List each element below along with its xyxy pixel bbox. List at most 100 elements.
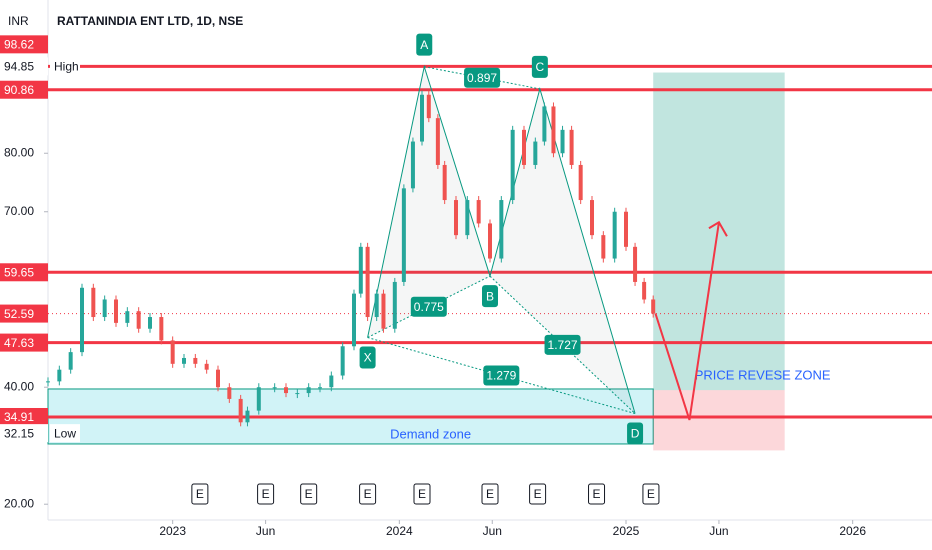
- price-badge: [0, 263, 48, 282]
- price-tag-bg: [50, 57, 80, 76]
- y-tick-label: 70.00: [4, 204, 34, 218]
- candle: [102, 299, 107, 318]
- candle: [340, 346, 345, 376]
- candle: [542, 106, 547, 142]
- candle: [651, 299, 656, 314]
- price-label: 90.86: [4, 83, 34, 97]
- event-marker: [191, 483, 209, 505]
- x-tick-label: Jun: [256, 524, 275, 538]
- currency: INR: [8, 14, 29, 28]
- candle: [569, 129, 574, 165]
- event-marker: [529, 483, 547, 505]
- price-tag-bg: [50, 424, 80, 443]
- price-tag: Low: [54, 426, 76, 440]
- candle: [68, 352, 73, 370]
- point-badge: [482, 285, 498, 308]
- ratio-label: 1.279: [486, 369, 516, 383]
- candle: [80, 287, 84, 353]
- candle: [642, 281, 647, 300]
- price-label: 59.65: [4, 265, 34, 279]
- event-marker: [588, 483, 606, 505]
- event-marker: [359, 483, 377, 505]
- candle: [318, 387, 322, 389]
- candle: [284, 387, 288, 394]
- candle: [256, 387, 261, 411]
- price-badge: [0, 407, 48, 426]
- event-marker: [413, 483, 431, 505]
- candle: [306, 387, 311, 394]
- x-tick-label: 2024: [386, 524, 413, 538]
- candle: [381, 293, 386, 329]
- candle: [560, 129, 565, 154]
- candle: [392, 281, 397, 329]
- candle: [633, 246, 638, 282]
- event-marker: [642, 483, 660, 505]
- candle: [590, 200, 594, 236]
- point-badge: [359, 346, 376, 369]
- candle: [159, 317, 164, 341]
- price-badge: [0, 57, 48, 76]
- ratio-label: 0.775: [414, 300, 444, 314]
- point-label: C: [536, 60, 545, 74]
- candle: [454, 200, 458, 236]
- target-zone: [653, 72, 785, 391]
- y-tick-label: 80.00: [4, 145, 34, 159]
- ratio-label: 1.727: [548, 338, 578, 352]
- event-label: E: [305, 487, 313, 501]
- candle: [238, 398, 243, 423]
- candle: [410, 141, 415, 189]
- ratio-badge: [544, 334, 581, 355]
- candle: [476, 200, 481, 224]
- candle: [551, 106, 556, 154]
- ratio-badge: [483, 365, 520, 386]
- arrow: [654, 222, 720, 421]
- candle: [91, 287, 96, 318]
- candle: [624, 211, 628, 247]
- candle: [57, 369, 62, 382]
- pattern-fill: [367, 66, 490, 338]
- candle: [499, 200, 504, 259]
- event-label: E: [534, 487, 542, 501]
- point-label: A: [420, 38, 428, 52]
- x-tick-label: 2023: [159, 524, 186, 538]
- ratio-line: [489, 275, 636, 414]
- event-label: E: [262, 487, 270, 501]
- point-label: B: [486, 289, 494, 303]
- price-badge: [0, 80, 48, 99]
- candle: [329, 375, 334, 388]
- candle: [272, 387, 277, 389]
- x-tick-label: 2025: [613, 524, 640, 538]
- pattern-fill: [490, 88, 636, 414]
- candle: [601, 235, 606, 259]
- ratio-badge: [410, 296, 447, 317]
- candle: [148, 317, 152, 329]
- point-badge: [416, 33, 433, 56]
- event-marker: [300, 483, 318, 505]
- ratio-badge: [464, 67, 501, 88]
- demand-zone-label: Demand zone: [390, 426, 471, 441]
- event-label: E: [593, 487, 601, 501]
- candle: [204, 363, 209, 370]
- candle: [245, 410, 250, 423]
- candle: [435, 118, 440, 165]
- candle: [488, 223, 492, 259]
- x-tick-label: Jun: [709, 524, 728, 538]
- candle: [114, 299, 118, 323]
- candle: [465, 200, 470, 236]
- candle: [295, 393, 300, 395]
- candle: [193, 357, 198, 364]
- candle: [522, 129, 526, 165]
- chart-title: RATTANINDIA ENT LTD, 1D, NSE: [57, 14, 243, 28]
- candle: [533, 141, 538, 165]
- candle: [136, 311, 141, 329]
- candle: [365, 246, 370, 318]
- event-label: E: [647, 487, 655, 501]
- candle: [125, 311, 130, 323]
- arrow-head: [708, 220, 728, 237]
- x-tick-label: Jun: [483, 524, 502, 538]
- price-label: 52.59: [4, 307, 34, 321]
- candle: [442, 164, 447, 201]
- candle: [420, 94, 424, 142]
